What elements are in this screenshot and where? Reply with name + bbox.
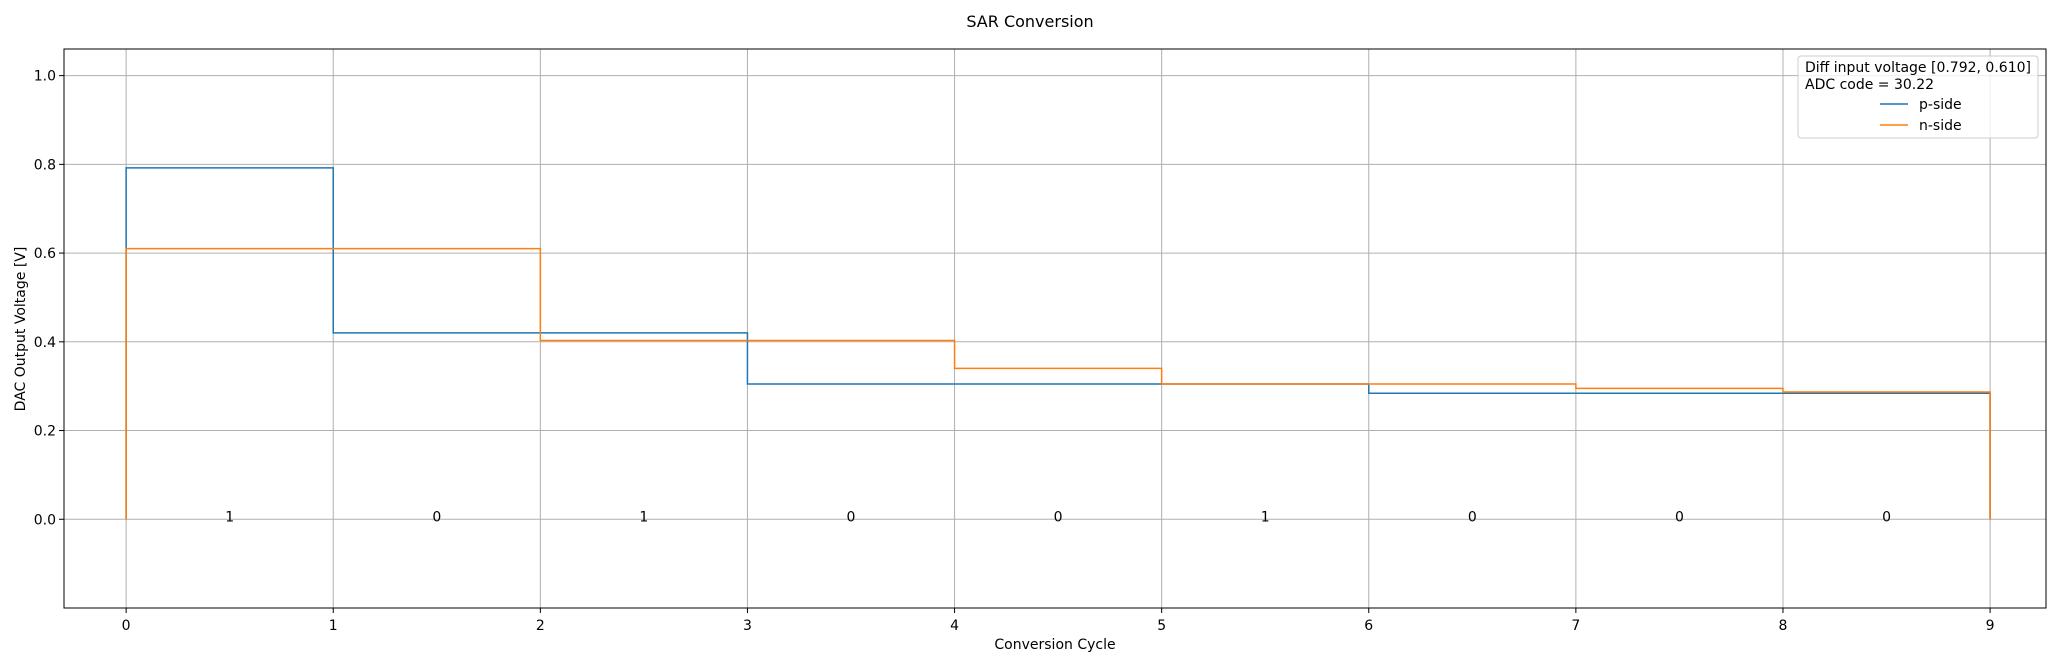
x-tick-label: 5 <box>1157 618 1166 634</box>
x-tick-label: 0 <box>122 618 131 634</box>
y-axis-label: DAC Output Voltage [V] <box>13 247 29 412</box>
series-line-p-side <box>125 167 1991 520</box>
y-tick-label: 0.2 <box>34 424 56 440</box>
x-tick-label: 8 <box>1779 618 1788 634</box>
y-tick-label: 0.4 <box>34 335 56 351</box>
bit-label: 1 <box>1261 509 1270 525</box>
y-tick-label: 1.0 <box>34 69 56 85</box>
legend-label-p-side: p-side <box>1919 97 1962 113</box>
bit-label: 0 <box>1054 509 1063 525</box>
x-tick-label: 2 <box>536 618 545 634</box>
bit-labels: 1 0 1 0 0 1 0 0 0 <box>225 509 1891 525</box>
bit-label: 1 <box>639 509 648 525</box>
x-tick-label: 3 <box>743 618 752 634</box>
legend-box <box>1797 55 2039 139</box>
x-tick-label: 9 <box>1986 618 1995 634</box>
x-axis-label: Conversion Cycle <box>994 637 1115 653</box>
bit-label: 0 <box>432 509 441 525</box>
bit-label: 1 <box>225 509 234 525</box>
x-tick-label: 1 <box>329 618 338 634</box>
axis-ticks: 0 1 2 3 4 5 6 7 8 9 0.0 0.2 0.4 0.6 0.8 1.0 <box>34 69 1995 634</box>
y-tick-label: 0.0 <box>34 512 56 528</box>
series-layer <box>125 167 1991 520</box>
plot-area-frame <box>63 48 2047 609</box>
bit-label: 0 <box>1468 509 1477 525</box>
legend: Diff input voltage [0.792, 0.610] ADC co… <box>1797 55 2039 139</box>
x-tick-label: 6 <box>1364 618 1373 634</box>
legend-label-n-side: n-side <box>1919 118 1962 134</box>
grid <box>64 49 2046 608</box>
bit-label: 0 <box>847 509 856 525</box>
y-tick-label: 0.8 <box>34 157 56 173</box>
x-tick-label: 7 <box>1571 618 1580 634</box>
legend-title-line-2: ADC code = 30.22 <box>1805 77 1934 93</box>
chart-title: SAR Conversion <box>966 12 1093 31</box>
bit-label: 0 <box>1882 509 1891 525</box>
series-line-n-side <box>125 247 1991 520</box>
y-tick-label: 0.6 <box>34 246 56 262</box>
bit-label: 0 <box>1675 509 1684 525</box>
legend-title-line-1: Diff input voltage [0.792, 0.610] <box>1805 60 2031 76</box>
x-tick-label: 4 <box>950 618 959 634</box>
